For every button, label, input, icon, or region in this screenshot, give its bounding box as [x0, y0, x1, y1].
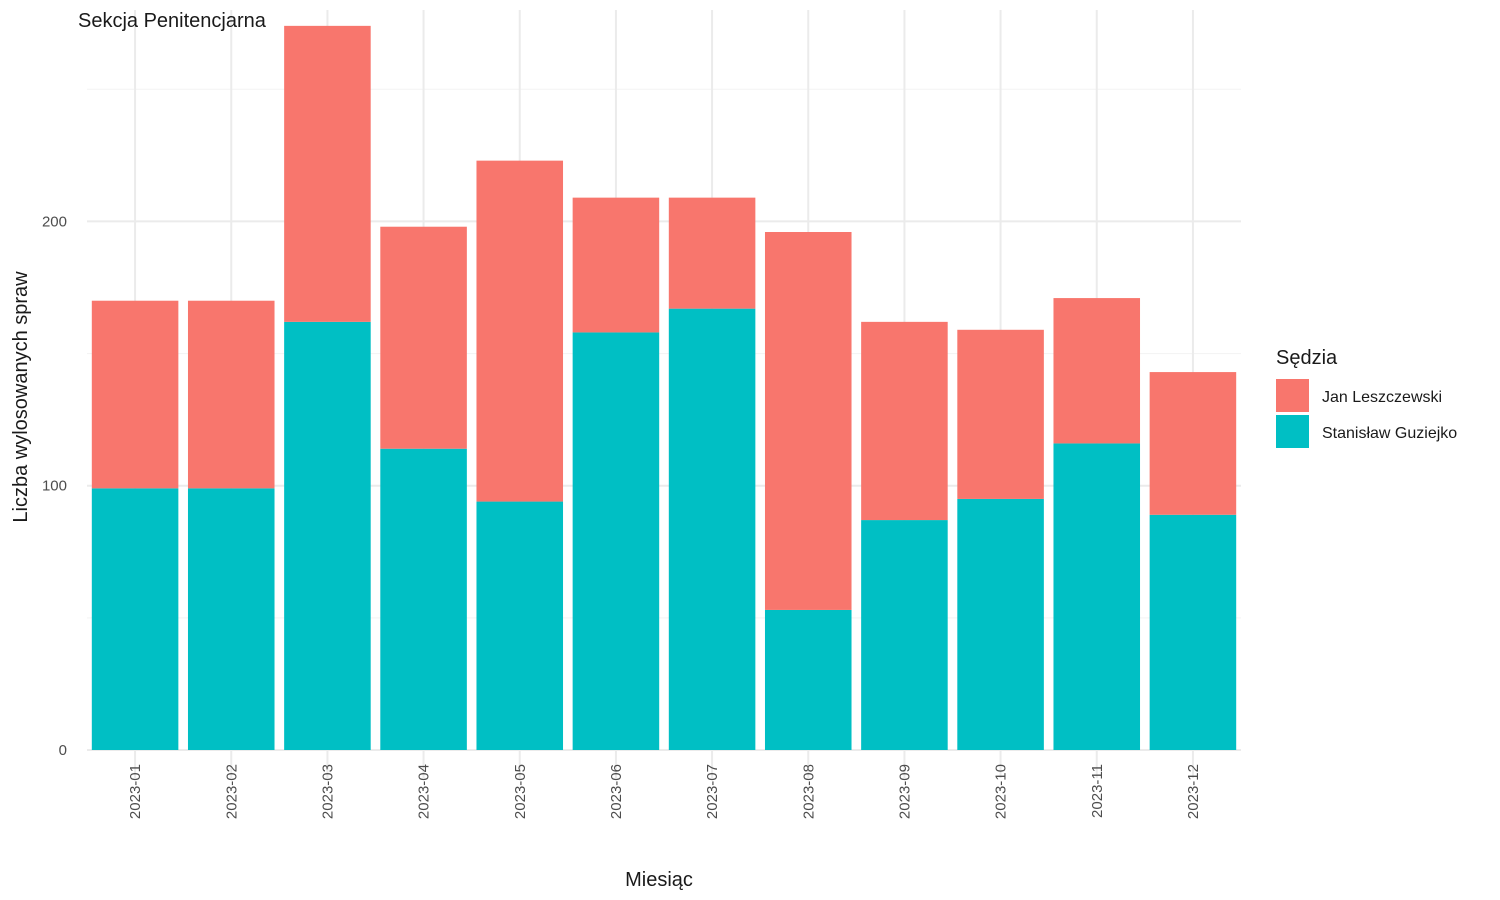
bar-jan-leszczewski-2023-12: [1149, 372, 1237, 515]
x-tick-label: 2023-02: [223, 764, 240, 819]
x-tick-label: 2023-12: [1185, 764, 1202, 819]
legend-label: Jan Leszczewski: [1322, 389, 1442, 406]
bar-jan-leszczewski-2023-02: [187, 300, 275, 489]
bar-jan-leszczewski-2023-10: [957, 329, 1044, 499]
bar-jan-leszczewski-2023-05: [476, 160, 564, 502]
bar-jan-leszczewski-2023-06: [572, 197, 660, 333]
bar-jan-leszczewski-2023-07: [668, 197, 756, 309]
x-tick-label: 2023-06: [608, 764, 625, 819]
bar-stanislaw-guziejko-2023-08: [764, 609, 852, 750]
x-tick-label: 2023-04: [416, 764, 433, 819]
legend-title: Sędzia: [1276, 347, 1338, 369]
bar-stanislaw-guziejko-2023-11: [1053, 443, 1141, 750]
y-axis-title: Liczba wylosowanych spraw: [10, 271, 32, 523]
bar-stanislaw-guziejko-2023-09: [861, 520, 948, 750]
legend-label: Stanisław Guziejko: [1322, 425, 1457, 442]
bar-stanislaw-guziejko-2023-01: [91, 488, 179, 750]
bar-stanislaw-guziejko-2023-12: [1149, 514, 1237, 750]
bar-jan-leszczewski-2023-01: [91, 300, 179, 489]
bar-stanislaw-guziejko-2023-10: [957, 498, 1044, 750]
bar-stanislaw-guziejko-2023-05: [476, 501, 564, 750]
x-tick-label: 2023-01: [127, 764, 144, 819]
y-tick-label: 0: [59, 742, 67, 759]
chart-title: Sekcja Penitencjarna: [78, 10, 267, 32]
x-tick-label: 2023-09: [896, 764, 913, 819]
bar-stanislaw-guziejko-2023-07: [668, 308, 756, 750]
x-tick-label: 2023-07: [704, 764, 721, 819]
bars: [91, 25, 1237, 750]
y-tick-label: 100: [42, 478, 67, 495]
legend-items: Jan Leszczewski Stanisław Guziejko: [1276, 379, 1457, 448]
x-tick-label: 2023-05: [512, 764, 529, 819]
bar-jan-leszczewski-2023-08: [764, 232, 852, 610]
x-tick-label: 2023-11: [1089, 764, 1106, 818]
bar-jan-leszczewski-2023-09: [861, 321, 948, 521]
x-axis-title: Miesiąc: [625, 869, 693, 891]
legend-swatch: [1276, 415, 1309, 448]
x-tick-label: 2023-03: [319, 764, 336, 819]
legend: Sędzia Jan Leszczewski Stanisław Guziejko: [1276, 347, 1457, 448]
bar-stanislaw-guziejko-2023-04: [380, 448, 467, 750]
x-tick-label: 2023-08: [800, 764, 817, 819]
bar-jan-leszczewski-2023-03: [284, 25, 371, 322]
axes: 0 100 200 2023-01 2023-02 2023-03 2023-04 2023-…: [42, 213, 1202, 819]
legend-swatch: [1276, 379, 1309, 412]
x-tick-label: 2023-10: [993, 764, 1010, 819]
bar-stanislaw-guziejko-2023-02: [187, 488, 275, 750]
bar-jan-leszczewski-2023-11: [1053, 298, 1141, 444]
y-tick-label: 200: [42, 213, 67, 230]
bar-stanislaw-guziejko-2023-06: [572, 332, 660, 750]
bar-stanislaw-guziejko-2023-03: [284, 321, 371, 750]
bar-jan-leszczewski-2023-04: [380, 226, 467, 449]
